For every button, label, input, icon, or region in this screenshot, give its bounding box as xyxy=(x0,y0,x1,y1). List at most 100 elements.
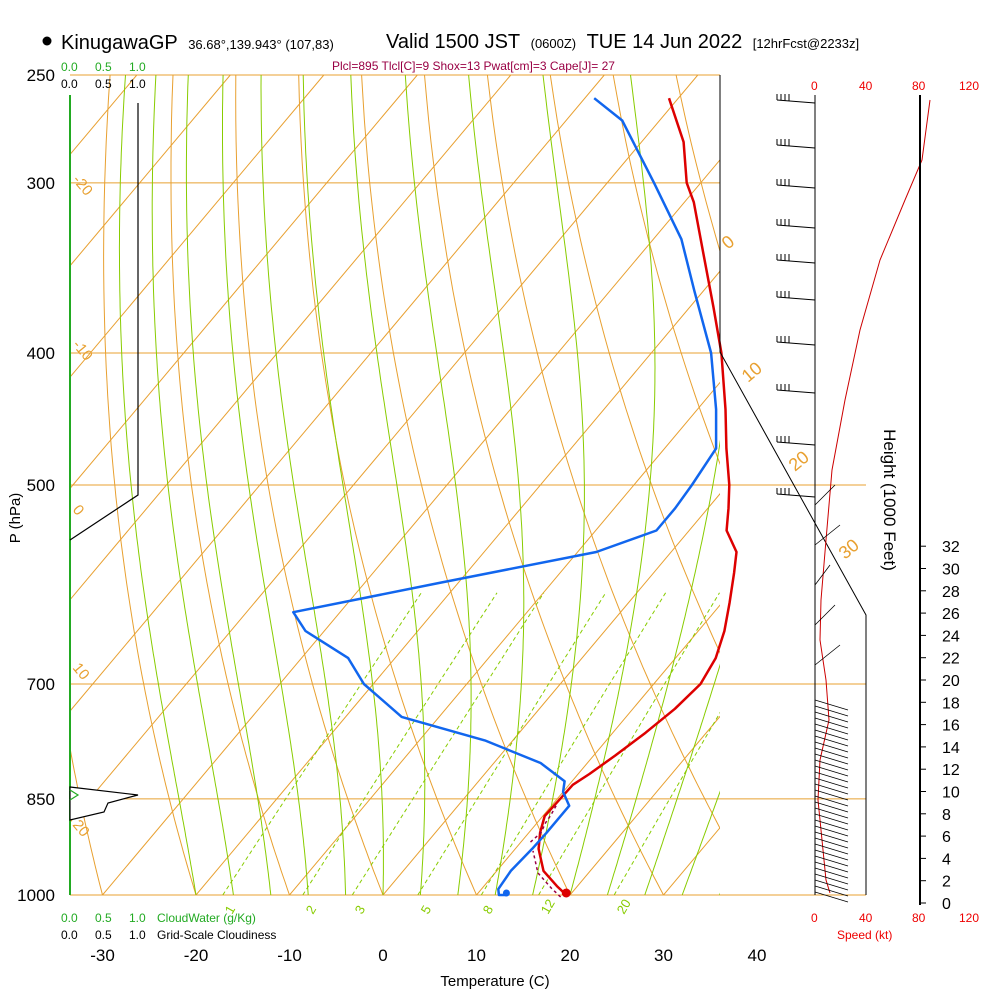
height-tick-20: 20 xyxy=(942,673,960,690)
mixing-ratio-label: 3 xyxy=(352,903,369,917)
cw-bot-05: 0.5 xyxy=(95,911,112,925)
low-wind-barb xyxy=(814,747,849,759)
pressure-tick-1000: 1000 xyxy=(17,886,55,905)
cc-top-05: 0.5 xyxy=(95,77,112,91)
low-wind-barb xyxy=(814,891,849,903)
height-axis-label: Height (1000 Feet) xyxy=(880,429,899,571)
height-tick-32: 32 xyxy=(942,539,960,556)
mixing-ratio-label: 8 xyxy=(480,903,497,917)
cc-top-1: 1.0 xyxy=(129,77,146,91)
cw-top-05: 0.5 xyxy=(95,60,112,74)
speed-tick-top-40: 40 xyxy=(859,79,873,93)
pressure-tick-250: 250 xyxy=(27,66,55,85)
isotherm-50 xyxy=(851,75,1000,895)
moist-adiabat xyxy=(222,75,309,895)
height-tick-12: 12 xyxy=(942,762,960,779)
plot-area xyxy=(70,51,1000,924)
wind-barb xyxy=(776,99,816,104)
speed-tick-bot-40: 40 xyxy=(859,911,873,925)
y-axis-label: P (hPa) xyxy=(7,493,24,544)
low-wind-barb xyxy=(814,795,849,807)
height-tick-8: 8 xyxy=(942,807,951,824)
speed-axis-label: Speed (kt) xyxy=(837,928,892,942)
temp-tick-30: 30 xyxy=(654,946,673,965)
moist-adiabat xyxy=(350,75,426,895)
temp-tick--10: -10 xyxy=(277,946,302,965)
sounding-profiles xyxy=(292,97,738,898)
temp-tick-20: 20 xyxy=(561,946,580,965)
speed-tick-bot-0: 0 xyxy=(811,911,818,925)
isotherm--70 xyxy=(70,75,418,490)
low-wind-barb xyxy=(814,711,849,723)
moist-adiabat xyxy=(532,75,585,895)
cc-top-0: 0.0 xyxy=(61,77,78,91)
valid-time: Valid 1500 JST xyxy=(386,31,520,53)
temp-tick-10: 10 xyxy=(467,946,486,965)
height-tick-22: 22 xyxy=(942,651,960,668)
forecast-info: [12hrFcst@2233z] xyxy=(753,36,859,51)
moist-adiabat xyxy=(606,439,720,895)
temp-tick-40: 40 xyxy=(748,946,767,965)
wind-barb xyxy=(776,441,816,446)
dry-adiabat xyxy=(858,51,1000,924)
moist-adiabat xyxy=(118,75,197,895)
mid-wind-barb xyxy=(814,564,831,586)
mixing-ratio-label: 2 xyxy=(303,903,320,917)
dry-adiabat-label: 20 xyxy=(785,447,813,475)
low-wind-barb xyxy=(814,819,849,831)
valid-utc: (0600Z) xyxy=(531,36,577,51)
dry-adiabat xyxy=(298,75,478,895)
low-wind-barb xyxy=(814,705,849,717)
speed-tick-top-120: 120 xyxy=(959,79,979,93)
moist-adiabat xyxy=(151,75,234,895)
moist-adiabat-lines xyxy=(118,75,720,895)
speed-tick-bot-120: 120 xyxy=(959,911,979,925)
temp-tick--30: -30 xyxy=(90,946,115,965)
moist-adiabat xyxy=(644,663,720,895)
mixing-ratio-line xyxy=(417,592,607,895)
dry-adiabat xyxy=(170,75,291,895)
low-wind-barb xyxy=(814,723,849,735)
valid-date: TUE 14 Jun 2022 xyxy=(587,31,743,53)
isotherm-10 xyxy=(476,604,720,895)
height-tick-0: 0 xyxy=(942,896,951,913)
cc-bot-label: Grid-Scale Cloudiness xyxy=(157,928,276,942)
low-wind-barb xyxy=(814,771,849,783)
isotherm--50 xyxy=(70,75,605,712)
cw-bot-1: 1.0 xyxy=(129,911,146,925)
low-wind-barb xyxy=(814,759,849,771)
pressure-tick-850: 850 xyxy=(27,790,55,809)
low-wind-barb xyxy=(814,879,849,891)
surface-dewpoint-point xyxy=(502,889,510,897)
speed-tick-bot-80: 80 xyxy=(912,911,926,925)
height-tick-28: 28 xyxy=(942,584,960,601)
dry-adiabat-label: 10 xyxy=(738,358,766,386)
mixing-ratio-line xyxy=(222,592,422,895)
height-tick-24: 24 xyxy=(942,628,960,645)
station-name: KinugawaGP xyxy=(61,32,178,54)
dry-adiabat xyxy=(423,75,665,895)
moist-adiabat xyxy=(185,75,272,895)
wind-barb xyxy=(776,341,816,346)
cw-top-1: 1.0 xyxy=(129,60,146,74)
dry-adiabat xyxy=(103,75,197,895)
plot-right-boundary xyxy=(719,75,867,895)
dry-adiabat xyxy=(612,75,720,466)
wind-barb xyxy=(776,144,816,149)
isotherm--80 xyxy=(70,75,325,378)
wind-barb xyxy=(776,224,816,229)
wind-speed-profile xyxy=(817,99,931,894)
parcel-path-lower xyxy=(532,850,562,898)
temperature-tick-labels: -30 -20 -10 0 10 20 30 40 xyxy=(90,946,766,965)
isotherm--40 xyxy=(70,75,699,824)
low-wind-barb xyxy=(814,885,849,897)
isotherm--10 xyxy=(289,381,720,895)
low-wind-barb xyxy=(814,861,849,873)
wind-barb xyxy=(776,389,816,394)
isotherm--30 xyxy=(102,159,720,895)
station-coords: 36.68°,139.943° (107,83) xyxy=(188,37,334,52)
mixing-ratio-label: 12 xyxy=(538,896,558,916)
dry-adiabat-label: 0 xyxy=(718,231,739,253)
low-wind-barb xyxy=(814,873,849,885)
